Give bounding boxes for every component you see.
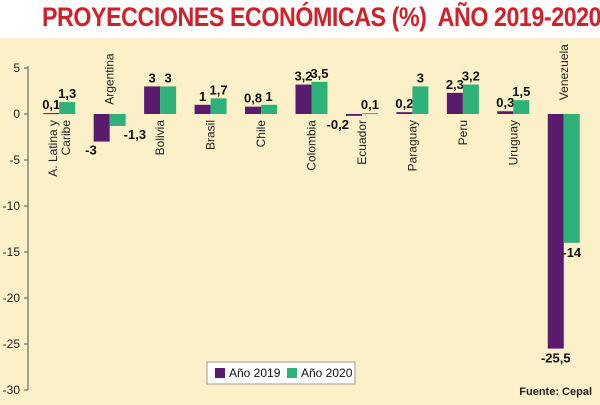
category-label: Venezuela <box>557 44 571 100</box>
data-label: 1,3 <box>58 86 76 101</box>
bar-2020 <box>563 114 580 243</box>
y-tick-label: -20 <box>3 291 21 305</box>
data-label: 3,2 <box>294 69 312 84</box>
bar-2020 <box>210 98 227 114</box>
bar-2019 <box>194 104 211 114</box>
y-tick-label: -25 <box>3 337 21 351</box>
bar-2019 <box>497 111 514 114</box>
bar-2019 <box>245 106 262 114</box>
data-label: -3 <box>85 143 97 158</box>
data-label: 1 <box>265 89 272 104</box>
bar-2020 <box>160 86 177 114</box>
bar-2019 <box>396 112 413 114</box>
data-label: -25,5 <box>541 351 571 366</box>
data-label: 0,1 <box>361 97 379 112</box>
y-tick-label: -10 <box>3 199 21 213</box>
category-label-line: Ecuador <box>355 120 369 165</box>
data-label: 2,3 <box>446 77 464 92</box>
y-tick-label: -30 <box>3 383 21 397</box>
data-label: -1,3 <box>124 127 146 142</box>
bar-2019 <box>345 114 362 116</box>
data-label: 1,5 <box>512 84 530 99</box>
data-label: 0,8 <box>244 91 262 106</box>
legend-label: Año 2020 <box>301 366 353 380</box>
category-label: A. Latina yCaribe <box>46 120 73 177</box>
category-label: Peru <box>456 120 470 145</box>
y-tick-label: -5 <box>9 153 20 167</box>
y-tick-label: 0 <box>13 107 20 121</box>
bar-2020 <box>261 104 278 114</box>
category-label-line: Argentina <box>103 53 117 105</box>
bar-2019 <box>547 114 564 349</box>
legend-swatch-2020 <box>287 368 297 378</box>
bar-2019 <box>93 114 110 142</box>
category-label: Paraguay <box>405 120 419 171</box>
bar-2020 <box>513 100 530 114</box>
data-label: 0,2 <box>395 96 413 111</box>
data-label: -14 <box>562 245 582 260</box>
y-tick-label: 5 <box>13 61 20 75</box>
category-label: Bolivia <box>153 120 167 156</box>
legend-swatch-2019 <box>215 368 225 378</box>
legend-box <box>206 361 356 385</box>
category-label-line: A. Latina y <box>46 120 60 177</box>
category-label: Ecuador <box>355 120 369 165</box>
chart-title: PROYECCIONES ECONÓMICAS (%) AÑO 2019-202… <box>42 2 600 32</box>
bar-2020 <box>361 113 378 115</box>
category-label: Brasil <box>204 120 218 150</box>
category-label-line: Chile <box>254 120 268 148</box>
category-label-line: Venezuela <box>557 44 571 100</box>
bar-2020 <box>59 102 76 114</box>
category-label-line: Caribe <box>59 120 73 156</box>
category-label: Chile <box>254 120 268 148</box>
data-label: -0,2 <box>327 117 349 132</box>
category-label: Uruguay <box>506 120 520 165</box>
legend-label: Año 2019 <box>229 366 281 380</box>
data-label: 3 <box>417 70 424 85</box>
data-label: 0,1 <box>42 97 60 112</box>
category-label: Colombia <box>305 120 319 171</box>
category-label-line: Bolivia <box>153 120 167 156</box>
category-label-line: Paraguay <box>405 120 419 171</box>
bar-2020 <box>462 84 479 114</box>
bar-2020 <box>311 81 328 114</box>
category-label-line: Colombia <box>305 120 319 171</box>
data-label: 1,7 <box>210 82 228 97</box>
data-label: 0,3 <box>496 95 514 110</box>
category-label-line: Peru <box>456 120 470 145</box>
data-label: 3,5 <box>310 66 328 81</box>
data-label: 1 <box>199 89 206 104</box>
source-note: Fuente: Cepal <box>519 386 592 398</box>
data-label: 3,2 <box>462 69 480 84</box>
bar-2019 <box>295 84 312 114</box>
bar-2019 <box>144 86 161 114</box>
data-label: 3 <box>165 70 172 85</box>
bar-2020 <box>109 114 126 126</box>
bar-2019 <box>43 113 60 115</box>
y-tick-label: -15 <box>3 245 21 259</box>
bar-2020 <box>412 86 429 114</box>
category-label-line: Brasil <box>204 120 218 150</box>
bar-2019 <box>446 92 463 114</box>
data-label: 3 <box>149 70 156 85</box>
category-label: Argentina <box>103 53 117 105</box>
category-label-line: Uruguay <box>506 120 520 165</box>
